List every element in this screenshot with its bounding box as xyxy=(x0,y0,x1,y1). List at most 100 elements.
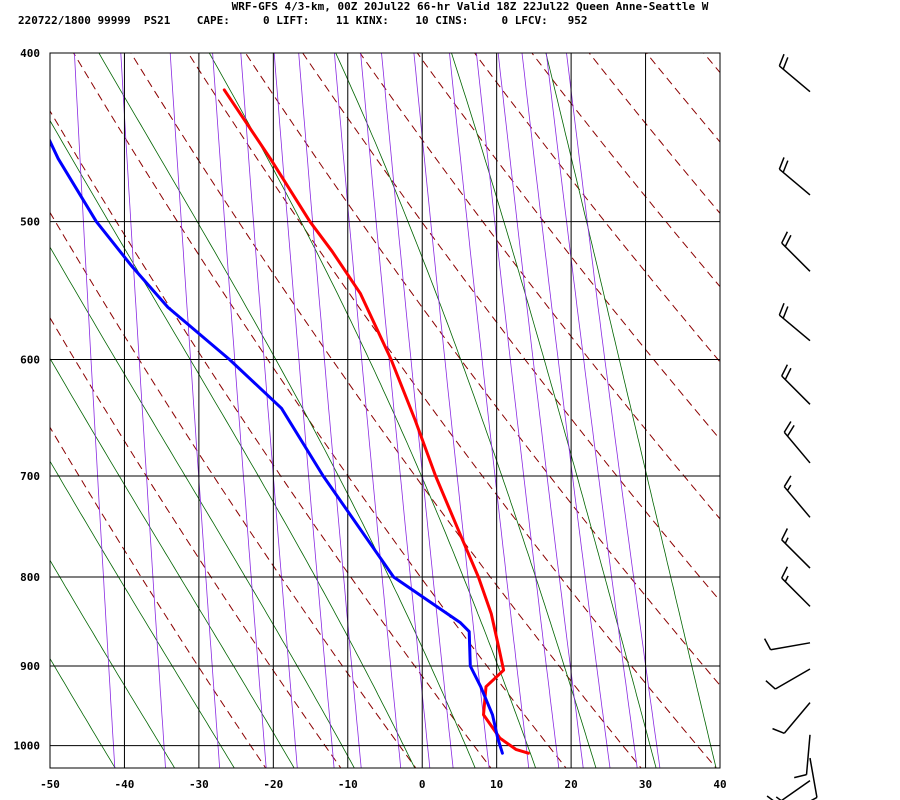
barb-flag xyxy=(765,680,776,690)
dry-adiabat xyxy=(50,426,267,768)
barb-staff xyxy=(778,168,811,196)
wind-barb xyxy=(781,566,811,607)
wind-barb xyxy=(778,302,811,342)
dry-adiabat xyxy=(416,53,720,441)
isohume xyxy=(73,53,116,768)
barb-staff xyxy=(781,577,811,607)
x-tick-label: 30 xyxy=(639,778,652,791)
barb-half-flag xyxy=(775,796,782,800)
isohume xyxy=(360,53,431,768)
barb-flag xyxy=(783,421,792,433)
dry-adiabat xyxy=(841,14,900,782)
isohume xyxy=(475,53,560,768)
isohume xyxy=(566,53,661,768)
barb-flag xyxy=(772,727,785,734)
isohume xyxy=(169,53,221,768)
x-tick-label: 10 xyxy=(490,778,503,791)
y-tick-label: 600 xyxy=(20,354,40,367)
barb-flag xyxy=(781,566,789,579)
moist-adiabat xyxy=(451,53,657,768)
moist-adiabat xyxy=(50,657,116,768)
y-tick-label: 400 xyxy=(20,47,40,60)
x-tick-label: 0 xyxy=(419,778,426,791)
wind-barb xyxy=(809,757,818,800)
wind-barb xyxy=(781,231,811,272)
x-tick-label: 20 xyxy=(564,778,577,791)
x-tick-label: -20 xyxy=(263,778,283,791)
x-tick-label: -40 xyxy=(115,778,135,791)
barb-flag xyxy=(766,795,774,800)
barb-flag xyxy=(783,475,792,488)
grid xyxy=(50,53,720,768)
barb-flag xyxy=(782,306,789,319)
temperature-profile xyxy=(222,88,530,755)
dry-adiabat xyxy=(473,53,720,363)
y-tick-label: 500 xyxy=(20,216,40,229)
moist-adiabat xyxy=(50,460,235,768)
dry-adiabat xyxy=(359,53,720,520)
barb-staff xyxy=(781,539,811,569)
chart-title: WRF-GFS 4/3-km, 00Z 20Jul22 66-hr Valid … xyxy=(231,0,709,13)
dry-adiabat xyxy=(244,53,720,687)
dry-adiabat xyxy=(728,14,900,782)
barb-flag xyxy=(794,773,807,779)
x-tick-label: -30 xyxy=(189,778,209,791)
wind-barb xyxy=(778,53,811,93)
wind-barb xyxy=(783,421,811,464)
isohume xyxy=(413,53,490,768)
moist-adiabat xyxy=(50,119,416,768)
wind-barb xyxy=(778,157,811,196)
isohume xyxy=(120,53,166,768)
profiles xyxy=(50,88,530,755)
barb-flag xyxy=(778,157,785,170)
barb-staff xyxy=(770,642,811,651)
barb-staff xyxy=(783,486,811,518)
isohume xyxy=(212,53,267,768)
x-tick-label: -50 xyxy=(40,778,60,791)
wind-barb xyxy=(766,780,811,800)
wind-barb xyxy=(781,528,811,569)
x-tick-label: 40 xyxy=(713,778,726,791)
barb-flag xyxy=(781,528,789,541)
barb-staff xyxy=(783,702,811,734)
moist-adiabat xyxy=(50,559,176,768)
isohume xyxy=(240,53,298,768)
barb-flag xyxy=(778,53,785,67)
barb-staff xyxy=(778,314,811,342)
barb-flag xyxy=(763,638,772,651)
isohume xyxy=(497,53,584,768)
dewpoint-profile xyxy=(50,137,504,755)
barb-staff xyxy=(805,734,811,775)
barb-staff xyxy=(781,780,811,800)
dry-adiabat xyxy=(130,53,642,768)
dry-adiabat xyxy=(187,53,717,768)
y-tick-label: 900 xyxy=(20,660,40,673)
isohume xyxy=(545,53,638,768)
barb-staff xyxy=(781,242,811,272)
plot-frame xyxy=(49,52,721,769)
dry-adiabat xyxy=(73,53,567,768)
barb-flag xyxy=(810,796,818,800)
wind-barb xyxy=(763,638,811,651)
moist-adiabat xyxy=(50,246,355,768)
barb-flag xyxy=(782,160,789,173)
isohume xyxy=(381,53,454,768)
barb-staff xyxy=(774,668,811,690)
moist-adiabat xyxy=(50,357,295,768)
y-tick-label: 700 xyxy=(20,470,40,483)
wind-barb xyxy=(765,668,811,690)
thermo-lines xyxy=(50,14,900,782)
y-axis: 400 500 600 700 800 900 1000 xyxy=(14,47,41,753)
dry-adiabat xyxy=(531,53,720,288)
barb-flag xyxy=(781,231,789,244)
isohume xyxy=(521,53,611,768)
dry-adiabat xyxy=(703,53,720,74)
sounding-indices: 220722/1800 99999 PS21 CAPE: 0 LIFT: 11 … xyxy=(18,14,588,27)
wind-barb xyxy=(783,475,811,518)
isohume xyxy=(273,53,335,768)
barb-flag xyxy=(784,367,792,380)
barb-flag xyxy=(784,234,792,247)
isohume xyxy=(333,53,402,768)
wind-barb xyxy=(794,734,811,779)
